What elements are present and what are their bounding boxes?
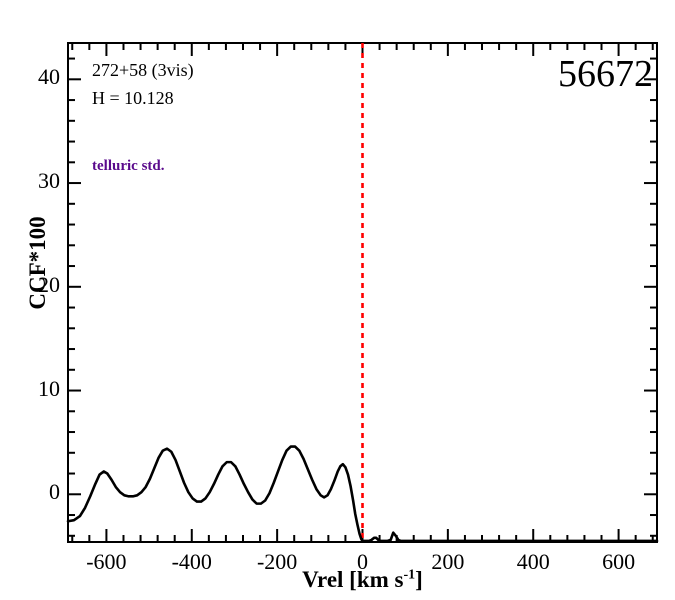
x-tick-label: 600 <box>602 549 636 574</box>
y-tick-label: 0 <box>49 479 60 505</box>
x-tick-label: 200 <box>431 549 465 574</box>
x-tick-label: -600 <box>86 549 127 574</box>
plot-frame <box>67 42 658 543</box>
y-tick-label: 20 <box>38 271 60 297</box>
x-tick-label: -200 <box>256 549 298 574</box>
x-axis-label: Vrel [km s-1] <box>67 567 658 593</box>
x-tick-label: 400 <box>516 549 550 574</box>
x-axis-label-text: Vrel [km s-1] <box>302 567 423 592</box>
y-tick-label: 30 <box>38 168 60 194</box>
x-tick-label: 0 <box>357 549 368 574</box>
epoch-label: 56672 <box>558 53 653 95</box>
telluric-standard-note: telluric std. <box>92 158 165 174</box>
y-tick-label: 40 <box>38 64 60 90</box>
h-magnitude: H = 10.128 <box>92 88 174 108</box>
target-identifier: 272+58 (3vis) <box>92 60 194 80</box>
x-tick-label: -400 <box>171 549 212 574</box>
y-tick-label: 10 <box>38 375 60 401</box>
